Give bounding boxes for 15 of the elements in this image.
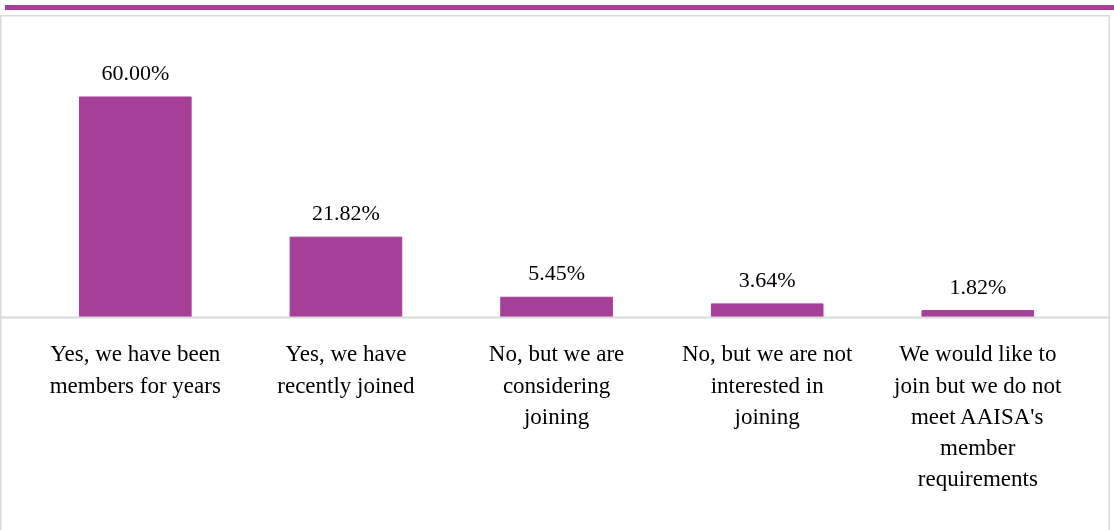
bar (710, 303, 824, 318)
bar (289, 236, 403, 318)
x-tick-label: No, but we are considering joining (488, 341, 625, 429)
data-label: 5.45% (528, 260, 585, 286)
data-label: 1.82% (949, 273, 1007, 299)
data-label: 21.82% (312, 200, 380, 226)
x-tick-label: No, but we are not interested in joining (681, 341, 854, 429)
data-label: 60.00% (101, 59, 170, 85)
data-label: 3.64% (738, 266, 796, 292)
x-tick-label: Yes, we have been members for years (49, 341, 221, 398)
x-tick-label: We would like to join but we do not meet AAISA's member requirements (893, 341, 1063, 492)
x-tick-label: Yes, we have recently joined (277, 341, 416, 398)
bar (78, 96, 192, 318)
bar (500, 296, 613, 318)
bar (921, 310, 1035, 318)
